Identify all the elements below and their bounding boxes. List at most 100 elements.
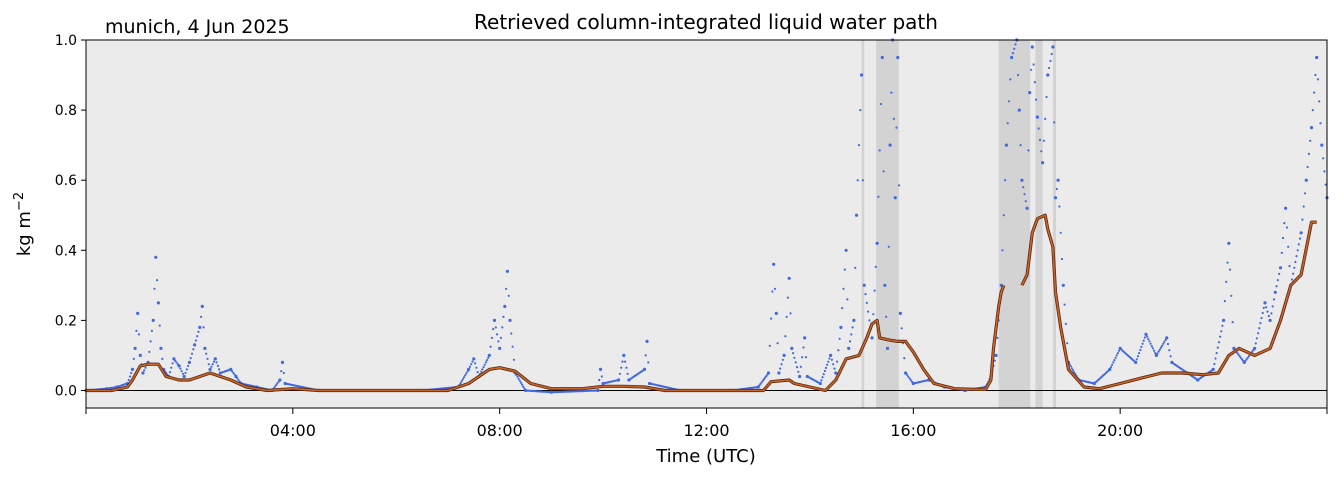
- lwp-point: [280, 370, 283, 373]
- lwp-point: [277, 380, 280, 383]
- lwp-point: [1275, 285, 1278, 288]
- lwp-point: [761, 379, 764, 382]
- lwp-point: [1051, 45, 1055, 49]
- lwp-point: [1049, 59, 1052, 63]
- lwp-point: [642, 369, 645, 372]
- lwp-point: [1214, 357, 1217, 360]
- lwp-point: [1266, 310, 1269, 313]
- lwp-point: [647, 361, 650, 364]
- lwp-point: [883, 283, 887, 287]
- lwp-point: [189, 357, 192, 360]
- lwp-point: [143, 369, 146, 372]
- lwp-point: [518, 379, 521, 382]
- lwp-point: [1011, 52, 1015, 55]
- lwp-point: [483, 363, 486, 366]
- lwp-point: [1107, 369, 1110, 372]
- lwp-point: [600, 375, 603, 378]
- lwp-point: [1028, 91, 1032, 95]
- lwp-point: [1113, 359, 1116, 362]
- lwp-point: [1262, 306, 1265, 309]
- lwp-point: [857, 144, 861, 147]
- lwp-point: [836, 360, 839, 363]
- lwp-point: [187, 364, 190, 367]
- lwp-point: [1309, 139, 1312, 142]
- lwp-point: [1072, 369, 1075, 372]
- lwp-point: [1230, 294, 1233, 297]
- lwp-point: [1255, 337, 1258, 340]
- lwp-point: [644, 354, 647, 357]
- lwp-point: [1016, 73, 1020, 77]
- lwp-point: [1115, 354, 1118, 357]
- lwp-point: [511, 345, 514, 348]
- lwp-point: [276, 382, 279, 385]
- lwp-point: [777, 371, 781, 375]
- lwp-point: [190, 352, 194, 355]
- lwp-point: [862, 283, 866, 287]
- lwp-point: [1147, 338, 1150, 341]
- lwp-point: [174, 359, 177, 362]
- lwp-point: [1166, 342, 1170, 346]
- lwp-point: [1024, 200, 1027, 203]
- flagged-interval: [876, 40, 899, 408]
- lwp-point: [843, 268, 846, 271]
- lwp-point: [1143, 336, 1146, 339]
- lwp-point: [1168, 349, 1171, 352]
- lwp-point: [850, 333, 853, 336]
- lwp-point: [148, 350, 151, 353]
- lwp-point: [1239, 356, 1242, 359]
- lwp-point: [1151, 347, 1154, 350]
- lwp-point: [480, 370, 483, 373]
- lwp-point: [1042, 139, 1045, 142]
- lwp-point: [766, 373, 769, 376]
- lwp-point: [1225, 280, 1228, 283]
- lwp-point: [153, 287, 156, 290]
- lwp-point: [1228, 268, 1232, 271]
- lwp-point: [517, 377, 520, 380]
- lwp-point: [765, 375, 768, 378]
- lwp-point: [149, 340, 152, 343]
- lwp-point: [880, 55, 884, 60]
- smoothed-line-segment: [86, 285, 1005, 392]
- lwp-point: [1280, 251, 1283, 254]
- lwp-point: [1157, 350, 1160, 353]
- lwp-point: [484, 361, 487, 364]
- lwp-point: [228, 368, 231, 371]
- lwp-point: [827, 360, 830, 363]
- lwp-point: [804, 356, 808, 359]
- lwp-point: [803, 336, 807, 340]
- lwp-point: [1306, 165, 1309, 169]
- lwp-point: [1284, 206, 1288, 210]
- lwp-point: [1231, 321, 1234, 324]
- lwp-point: [1056, 178, 1060, 182]
- lwp-point: [1261, 311, 1264, 315]
- lwp-point: [1287, 245, 1290, 248]
- lwp-point: [273, 385, 276, 389]
- lwp-point: [926, 379, 929, 382]
- lwp-point: [781, 358, 784, 361]
- lwp-point: [842, 287, 845, 290]
- lwp-point: [1246, 356, 1249, 359]
- lwp-point: [1038, 138, 1042, 141]
- lwp-point: [1314, 73, 1317, 77]
- lwp-point: [1281, 236, 1285, 240]
- lwp-point: [505, 287, 508, 290]
- lwp-point: [471, 360, 474, 363]
- lwp-point: [1226, 261, 1229, 264]
- lwp-point: [822, 373, 825, 376]
- lwp-point: [1139, 348, 1142, 352]
- lwp-point: [154, 255, 158, 259]
- lwp-point: [206, 357, 209, 360]
- lwp-point: [1154, 352, 1157, 355]
- lwp-point: [125, 382, 128, 385]
- lwp-point: [1073, 371, 1076, 374]
- x-tick-label: 12:00: [683, 421, 729, 440]
- lwp-point: [1033, 81, 1036, 84]
- lwp-point: [185, 368, 188, 371]
- lwp-point: [1238, 355, 1241, 358]
- lwp-point: [887, 245, 890, 248]
- lwp-point: [595, 389, 598, 392]
- lwp-point: [1290, 278, 1294, 281]
- lwp-point: [492, 318, 497, 322]
- lwp-point: [1007, 100, 1011, 103]
- lwp-point: [762, 378, 766, 381]
